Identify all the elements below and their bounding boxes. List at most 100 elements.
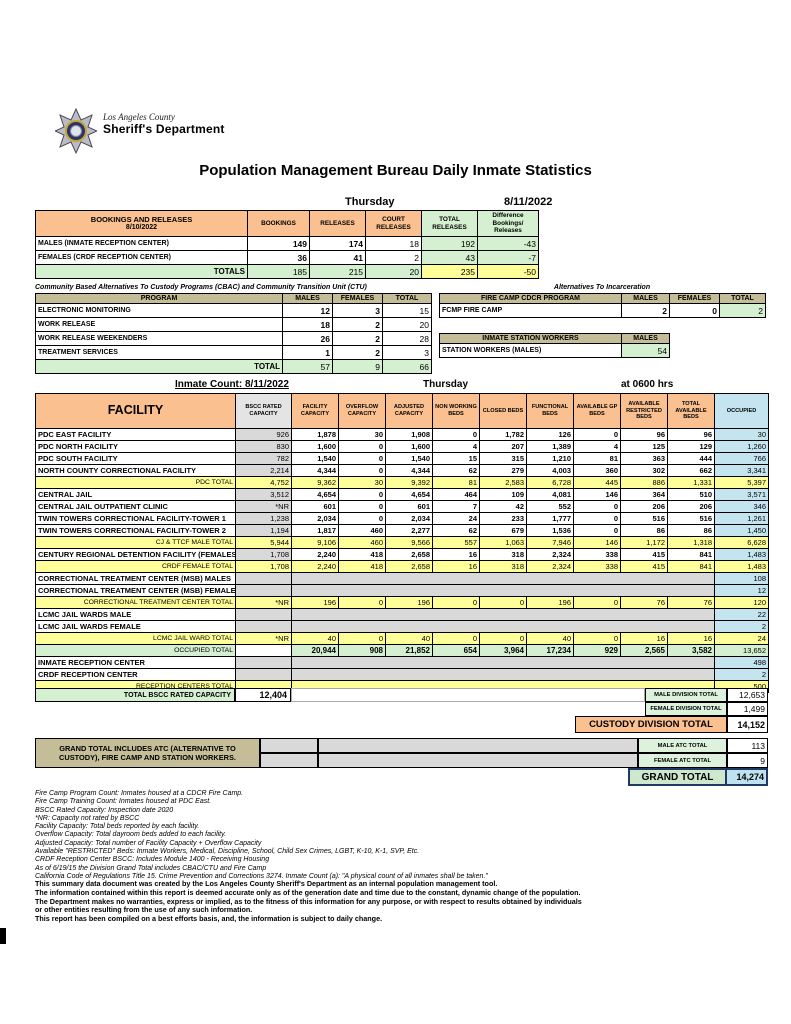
facility-cell: 445 xyxy=(573,476,621,489)
facility-cell: 841 xyxy=(667,560,715,573)
facility-row: LCMC JAIL WARDS FEMALE 2 xyxy=(35,620,769,633)
facility-cell xyxy=(291,584,715,597)
page-title: Population Management Bureau Daily Inmat… xyxy=(199,162,592,179)
facility-cell: 30 xyxy=(338,476,386,489)
facility-cell: *NR xyxy=(235,632,292,645)
facility-cell: 1,318 xyxy=(667,536,715,549)
facility-cell: 2,240 xyxy=(291,548,339,561)
facility-cell: 2,034 xyxy=(291,512,339,525)
facility-cell: 3,964 xyxy=(479,644,527,657)
value-cell: 215 xyxy=(309,264,366,280)
facility-col-header: FACILITY xyxy=(35,393,236,429)
col-males: MALES xyxy=(621,333,670,344)
facility-cell: 2,658 xyxy=(385,560,433,573)
facility-cell: 0 xyxy=(338,512,386,525)
totals-label: TOTALS xyxy=(35,264,248,280)
facility-cell: 464 xyxy=(432,488,480,501)
facility-cell: TWIN TOWERS CORRECTIONAL FACILITY-TOWER … xyxy=(35,524,236,537)
female-division-row: FEMALE DIVISION TOTAL 1,499 xyxy=(645,702,768,716)
facility-cell: 1,260 xyxy=(714,440,769,453)
facility-cell xyxy=(235,572,292,585)
facility-cell: 40 xyxy=(385,632,433,645)
facility-cell: *NR xyxy=(235,500,292,513)
empty-cell xyxy=(318,753,638,768)
facility-cell: 4 xyxy=(573,440,621,453)
cbac-table: PROGRAM MALES FEMALES TOTAL ELECTRONIC M… xyxy=(35,293,432,374)
disclaimer-line: This summary data document was created b… xyxy=(35,879,498,888)
facility-cell: 7 xyxy=(432,500,480,513)
col-court-releases: COURT RELEASES xyxy=(365,209,422,238)
facility-cell: 2,324 xyxy=(526,548,574,561)
facility-cell: 24 xyxy=(714,632,769,645)
custody-division-label: CUSTODY DIVISION TOTAL xyxy=(575,716,727,733)
value-cell: 174 xyxy=(309,236,366,252)
facility-cell: 2,565 xyxy=(620,644,668,657)
station-workers-header-row: INMATE STATION WORKERS MALES xyxy=(439,333,670,344)
facility-cell: 40 xyxy=(291,632,339,645)
facility-row: PDC EAST FACILITY 926 1,878 30 1,908 0 1,782 12… xyxy=(35,428,769,441)
value-cell: 18 xyxy=(282,317,333,332)
facility-cell: 86 xyxy=(667,524,715,537)
value-cell: 26 xyxy=(282,331,333,346)
facility-cell: 364 xyxy=(620,488,668,501)
weekday-label: Thursday xyxy=(345,196,395,208)
footnote-line: Facility Capacity: Total beds reported b… xyxy=(35,823,200,831)
facility-cell: 601 xyxy=(385,500,433,513)
facility-cell: 146 xyxy=(573,536,621,549)
facility-cell: 126 xyxy=(526,428,574,441)
disclaimer-line: The information contained within this re… xyxy=(35,887,581,897)
bookings-header-title: BOOKINGS AND RELEASES xyxy=(90,214,193,224)
facility-cell: CENTRAL JAIL xyxy=(35,488,236,501)
value-cell: 3 xyxy=(382,345,432,360)
facility-cell: 1,600 xyxy=(291,440,339,453)
male-division-value: 12,653 xyxy=(727,688,768,702)
facility-cell: 9,362 xyxy=(291,476,339,489)
col-females: FEMALES xyxy=(669,293,720,304)
row-label: ELECTRONIC MONITORING xyxy=(35,303,283,318)
value-cell: 185 xyxy=(247,264,310,280)
facility-cell: 30 xyxy=(338,428,386,441)
footnote-line: Available "RESTRICTED" Beds: Inmate Work… xyxy=(35,848,420,856)
row-label: STATION WORKERS (MALES) xyxy=(439,343,622,358)
facility-cell: 4,344 xyxy=(291,464,339,477)
sheriff-star-icon xyxy=(55,108,97,154)
footnote-line: BSCC Rated Capacity: Inspection date 202… xyxy=(35,806,174,814)
footnote-line: Overflow Capacity: Total dayroom beds ad… xyxy=(35,831,227,839)
facility-col-header: TOTAL AVAILABLE BEDS xyxy=(667,393,715,429)
facility-cell xyxy=(235,584,292,597)
facility-cell: 196 xyxy=(291,596,339,609)
facility-cell: 76 xyxy=(667,596,715,609)
facility-caption-row: Inmate Count: 8/11/2022 Thursday at 0600… xyxy=(35,379,768,392)
facility-cell: 0 xyxy=(573,596,621,609)
col-difference: Difference Bookings/ Releases xyxy=(477,209,539,238)
facility-row: CORRECTIONAL TREATMENT CENTER (MSB) MALE… xyxy=(35,572,769,585)
facility-row: CJ & TTCF MALE TOTAL 5,944 9,106 460 9,566 55… xyxy=(35,536,769,549)
facility-cell: 679 xyxy=(479,524,527,537)
value-cell: 20 xyxy=(365,264,422,280)
facility-cell: 2,277 xyxy=(385,524,433,537)
custody-division-row: CUSTODY DIVISION TOTAL 14,152 xyxy=(575,716,768,733)
facility-cell: 601 xyxy=(291,500,339,513)
facility-cell: 338 xyxy=(573,548,621,561)
alternatives-title: Alternatives To Incarceration xyxy=(553,284,651,291)
facility-row: TWIN TOWERS CORRECTIONAL FACILITY-TOWER … xyxy=(35,512,769,525)
value-cell: 41 xyxy=(309,250,366,266)
facility-row: OCCUPIED TOTAL 20,944 908 21,852 654 3,964 17,… xyxy=(35,644,769,657)
facility-cell: 444 xyxy=(667,452,715,465)
facility-cell: CORRECTIONAL TREATMENT CENTER (MSB) FEMA… xyxy=(35,584,236,597)
value-cell: 2 xyxy=(621,303,670,318)
value-cell: 2 xyxy=(365,250,422,266)
facility-col-header: FACILITY CAPACITY xyxy=(291,393,339,429)
facility-cell: PDC TOTAL xyxy=(35,476,236,489)
facility-cell: 0 xyxy=(573,500,621,513)
facility-cell: 0 xyxy=(573,428,621,441)
facility-cell: 4,654 xyxy=(291,488,339,501)
logo-text: Los Angeles County Sheriff's Department xyxy=(103,108,225,136)
facility-cell: 1,708 xyxy=(235,560,292,573)
col-releases: RELEASES xyxy=(309,209,366,238)
facility-row: CENTURY REGIONAL DETENTION FACILITY (FEM… xyxy=(35,548,769,561)
facility-cell: 5,397 xyxy=(714,476,769,489)
facility-col-header: NON WORKING BEDS xyxy=(432,393,480,429)
station-workers-row: STATION WORKERS (MALES) 54 xyxy=(439,343,670,358)
fire-camp-header-row: FIRE CAMP CDCR PROGRAM MALES FEMALES TOT… xyxy=(439,293,766,304)
